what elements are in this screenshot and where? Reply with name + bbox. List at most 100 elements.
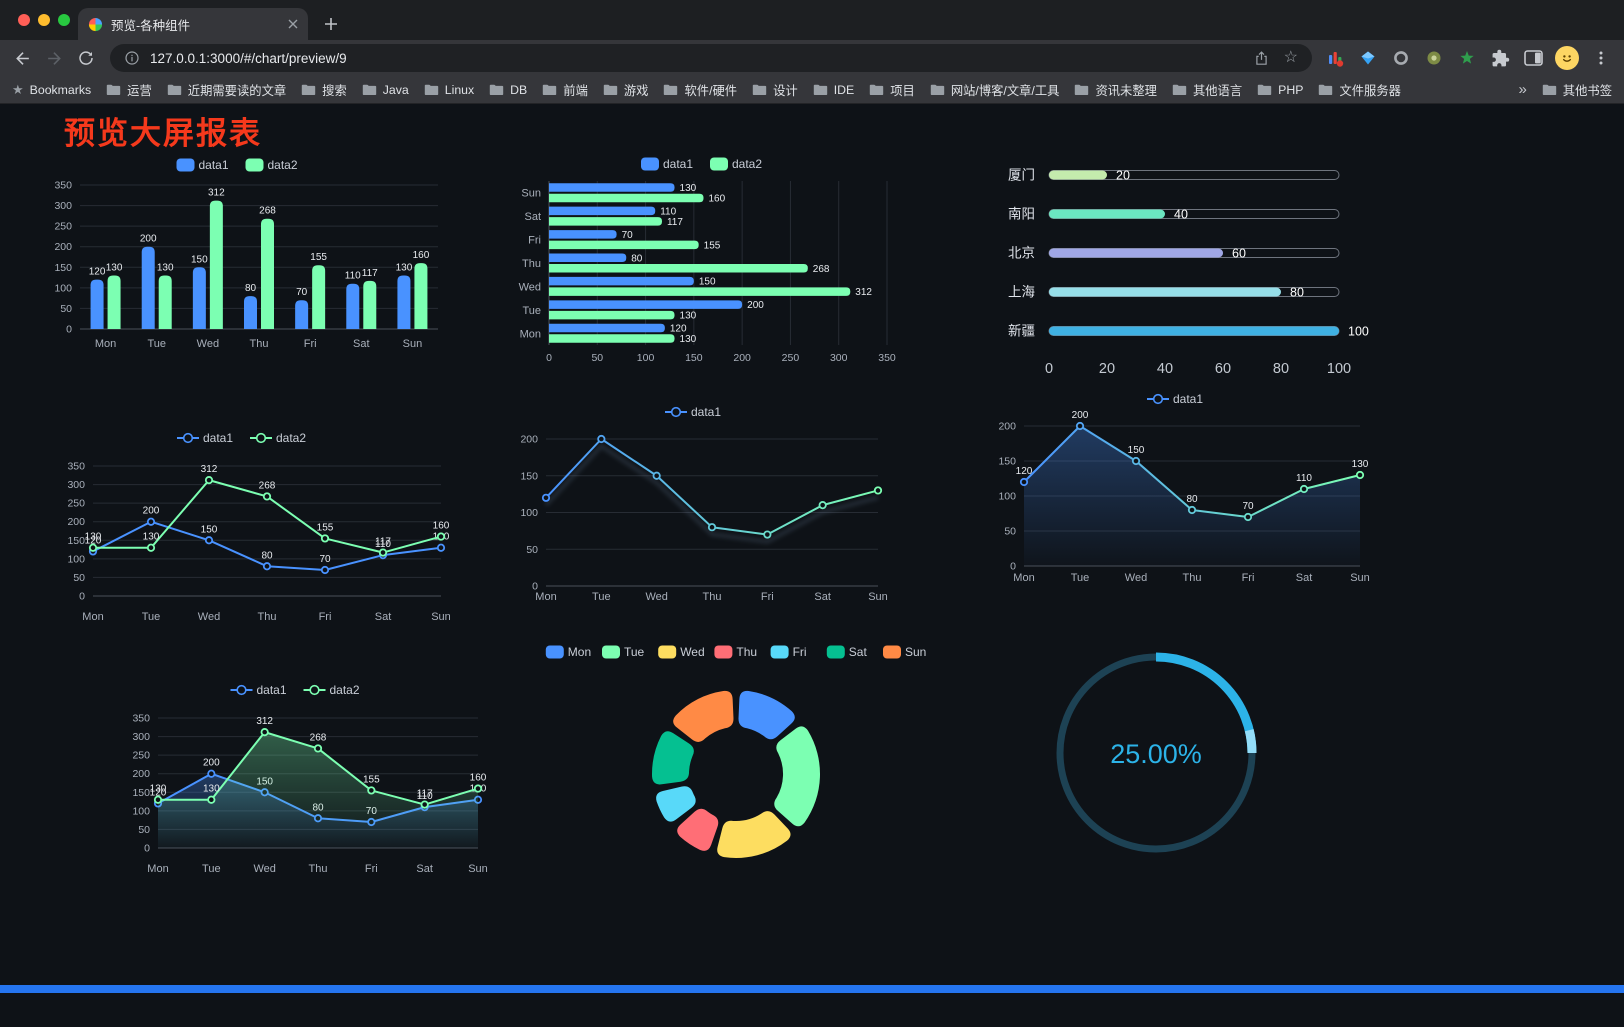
svg-text:268: 268 xyxy=(310,732,327,743)
svg-text:200: 200 xyxy=(143,506,160,517)
bookmark-item[interactable]: 项目 xyxy=(869,81,915,99)
svg-text:Mon: Mon xyxy=(147,863,168,875)
chart-city-progress: 厦门 20 南阳 40 北京 60 上海 80 新疆 100 0 20 40 60 80 100 xyxy=(995,159,1395,389)
svg-text:60: 60 xyxy=(1215,361,1231,377)
svg-text:312: 312 xyxy=(855,287,872,298)
bookmark-item[interactable]: 文件服务器 xyxy=(1318,81,1401,99)
svg-text:155: 155 xyxy=(704,240,721,251)
bookmark-item[interactable]: DB xyxy=(489,83,527,97)
svg-text:268: 268 xyxy=(259,206,276,217)
address-bar[interactable]: 127.0.0.1:3000/#/chart/preview/9 ☆ xyxy=(110,44,1312,72)
svg-text:data1: data1 xyxy=(1173,392,1203,406)
bookmark-star-icon[interactable]: ☆ xyxy=(1283,49,1298,66)
bookmark-item[interactable]: 前端 xyxy=(542,81,588,99)
svg-text:70: 70 xyxy=(622,230,634,241)
extension-icon-ring[interactable] xyxy=(1390,47,1412,69)
svg-text:350: 350 xyxy=(67,461,85,473)
extension-icon-stats[interactable] xyxy=(1324,47,1346,69)
bookmark-item[interactable]: 网站/博客/文章/工具 xyxy=(930,81,1059,99)
svg-text:200: 200 xyxy=(520,434,538,446)
svg-text:200: 200 xyxy=(1072,410,1089,421)
svg-text:250: 250 xyxy=(54,221,72,233)
folder-icon xyxy=(869,84,884,96)
minimize-window-button[interactable] xyxy=(38,14,50,26)
zoom-window-button[interactable] xyxy=(58,14,70,26)
bookmark-item[interactable]: IDE xyxy=(813,83,854,97)
svg-text:20: 20 xyxy=(1099,361,1115,377)
svg-text:130: 130 xyxy=(396,263,413,274)
bookmarks-overflow-chevron[interactable]: » xyxy=(1518,81,1527,98)
svg-text:Thu: Thu xyxy=(703,591,722,603)
svg-text:Sat: Sat xyxy=(353,338,370,350)
svg-text:120: 120 xyxy=(89,267,106,278)
bookmark-item[interactable]: Linux xyxy=(424,83,474,97)
bookmark-item[interactable]: 软件/硬件 xyxy=(663,81,737,99)
svg-text:130: 130 xyxy=(106,263,123,274)
bookmark-item[interactable]: 其他语言 xyxy=(1172,81,1242,99)
bookmark-item-root[interactable]: ★ Bookmarks xyxy=(12,82,91,98)
other-bookmarks[interactable]: 其他书签 xyxy=(1542,81,1612,99)
svg-text:80: 80 xyxy=(1186,494,1198,505)
bookmark-item[interactable]: PHP xyxy=(1257,83,1303,97)
bookmark-label: 前端 xyxy=(563,83,588,98)
bookmark-item[interactable]: 游戏 xyxy=(603,81,649,99)
bookmark-item[interactable]: 搜索 xyxy=(301,81,347,99)
forward-icon xyxy=(47,51,61,65)
close-window-button[interactable] xyxy=(18,14,30,26)
url-text[interactable]: 127.0.0.1:3000/#/chart/preview/9 xyxy=(150,50,347,66)
extension-icon-olive[interactable] xyxy=(1423,47,1445,69)
bookmark-item[interactable]: 设计 xyxy=(752,81,798,99)
chart-line-two-series: data1 data2 0 50 100 150 200 250 300 350 Mon Tue Wed… xyxy=(35,424,450,636)
reload-button[interactable] xyxy=(70,42,102,74)
back-button[interactable] xyxy=(6,42,38,74)
new-tab-button[interactable] xyxy=(318,11,344,37)
svg-text:160: 160 xyxy=(413,250,430,261)
svg-text:Mon: Mon xyxy=(95,338,116,350)
other-bookmarks-label: 其他书签 xyxy=(1562,83,1612,98)
chart-line-gradient: data1 0 50 100 150 200 Mon Tue Wed Thu Fri Sat Sun xyxy=(498,399,890,611)
window-controls xyxy=(18,14,70,26)
svg-text:20: 20 xyxy=(1116,169,1130,183)
bookmark-item[interactable]: 运营 xyxy=(106,81,152,99)
extensions-puzzle-icon[interactable] xyxy=(1489,47,1511,69)
bookmark-label: 运营 xyxy=(127,83,152,98)
svg-text:160: 160 xyxy=(433,521,450,532)
profile-avatar[interactable] xyxy=(1555,46,1579,70)
svg-text:110: 110 xyxy=(1296,473,1312,484)
svg-text:data1: data1 xyxy=(199,158,229,172)
svg-text:130: 130 xyxy=(157,263,174,274)
svg-text:100: 100 xyxy=(637,352,655,364)
svg-text:Tue: Tue xyxy=(147,338,166,350)
folder-icon xyxy=(1318,84,1333,96)
bookmarks-bar: ★ Bookmarks 运营 近期需要读的文章 搜索 Java Linux DB 前端 游戏 软… xyxy=(0,76,1624,104)
bookmark-label: DB xyxy=(510,82,528,97)
share-icon[interactable] xyxy=(1253,50,1270,67)
extension-icon-gem[interactable] xyxy=(1357,47,1379,69)
bookmark-item[interactable]: Java xyxy=(362,83,409,97)
svg-text:50: 50 xyxy=(526,544,538,556)
bookmark-item[interactable]: 资讯未整理 xyxy=(1074,81,1157,99)
star-icon: ★ xyxy=(12,81,24,97)
tab-close-icon[interactable] xyxy=(288,19,298,29)
folder-icon xyxy=(106,84,121,96)
side-panel-icon[interactable] xyxy=(1522,47,1544,69)
bookmark-item[interactable]: 近期需要读的文章 xyxy=(167,81,286,99)
svg-text:70: 70 xyxy=(296,287,308,298)
folder-icon xyxy=(362,84,377,96)
reload-icon xyxy=(79,51,93,65)
svg-text:上海: 上海 xyxy=(1008,285,1035,300)
menu-icon[interactable] xyxy=(1590,47,1612,69)
folder-icon xyxy=(930,84,945,96)
svg-text:Thu: Thu xyxy=(258,611,277,623)
forward-button[interactable] xyxy=(38,42,70,74)
svg-text:110: 110 xyxy=(345,271,361,282)
svg-text:Thu: Thu xyxy=(250,338,269,350)
svg-text:100: 100 xyxy=(1327,361,1351,377)
site-info-icon[interactable] xyxy=(124,50,140,66)
svg-text:Sat: Sat xyxy=(416,863,433,875)
extension-icon-star[interactable] xyxy=(1456,47,1478,69)
bookmark-label: 游戏 xyxy=(623,83,649,98)
svg-text:北京: 北京 xyxy=(1008,246,1035,261)
browser-tab[interactable]: 预览-各种组件 xyxy=(78,8,308,40)
